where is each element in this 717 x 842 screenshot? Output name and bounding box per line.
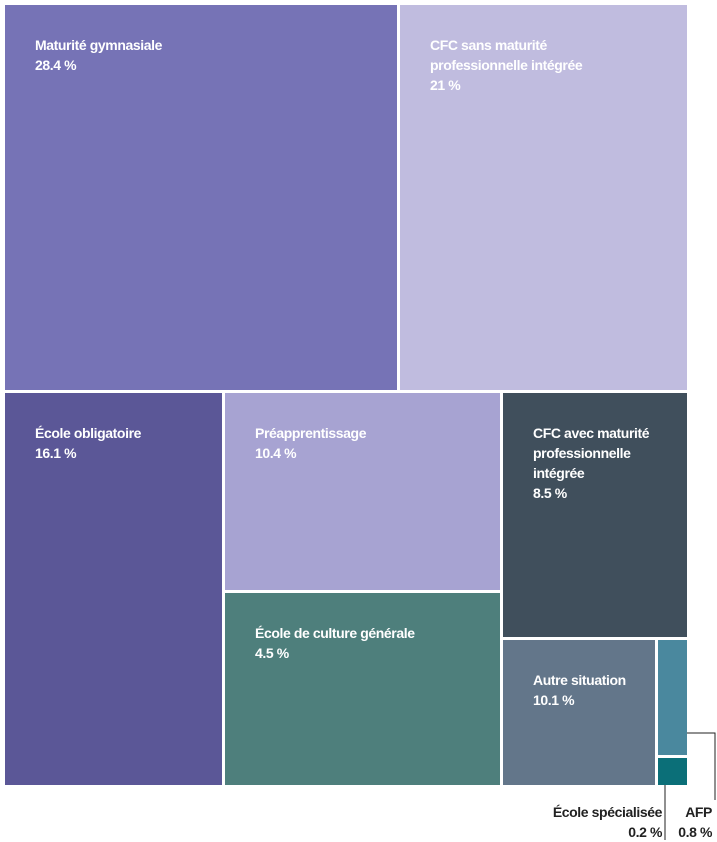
treemap-cell bbox=[400, 5, 687, 390]
value-label: 0.8 % bbox=[678, 824, 712, 840]
cell-label: AFP 0.8 % bbox=[655, 802, 712, 842]
cell-label: CFC sans maturité professionnelle intégr… bbox=[430, 35, 630, 95]
value-label: 10.1 % bbox=[533, 692, 575, 708]
value-label: 16.1 % bbox=[35, 445, 77, 461]
treemap-cell bbox=[225, 393, 500, 590]
treemap-cell bbox=[658, 758, 687, 785]
treemap-cell bbox=[5, 393, 222, 785]
category-label: Maturité gymnasiale bbox=[35, 37, 162, 53]
cell-label: Autre situation 10.1 % bbox=[533, 670, 663, 710]
cell-label: Maturité gymnasiale 28.4 % bbox=[35, 35, 335, 75]
value-label: 8.5 % bbox=[533, 485, 567, 501]
category-label: École de culture générale bbox=[255, 625, 415, 641]
category-label: École obligatoire bbox=[35, 425, 141, 441]
treemap-cell bbox=[225, 593, 500, 785]
cell-label: École obligatoire 16.1 % bbox=[35, 423, 215, 463]
value-label: 4.5 % bbox=[255, 645, 289, 661]
category-label: École spécialisée bbox=[552, 804, 663, 820]
category-label: CFC sans maturité professionnelle intégr… bbox=[430, 37, 583, 73]
treemap-cell bbox=[5, 5, 397, 390]
value-label: 21 % bbox=[430, 77, 461, 93]
value-label: 0.2 % bbox=[628, 824, 662, 840]
value-label: 10.4 % bbox=[255, 445, 297, 461]
cell-label: CFC avec maturité professionnelle intégr… bbox=[533, 423, 663, 503]
value-label: 28.4 % bbox=[35, 57, 77, 73]
cell-label: École de culture générale 4.5 % bbox=[255, 623, 475, 663]
category-label: AFP bbox=[685, 804, 712, 820]
cell-label: École spécialisée 0.2 % bbox=[552, 802, 663, 842]
treemap-cell bbox=[503, 393, 687, 637]
category-label: Autre situation bbox=[533, 672, 626, 688]
category-label: Préapprentissage bbox=[255, 425, 367, 441]
category-label: CFC avec maturité professionnelle intégr… bbox=[533, 425, 650, 481]
treemap-cell bbox=[503, 640, 655, 785]
treemap-cell bbox=[658, 640, 687, 755]
cell-label: Préapprentissage 10.4 % bbox=[255, 423, 475, 463]
